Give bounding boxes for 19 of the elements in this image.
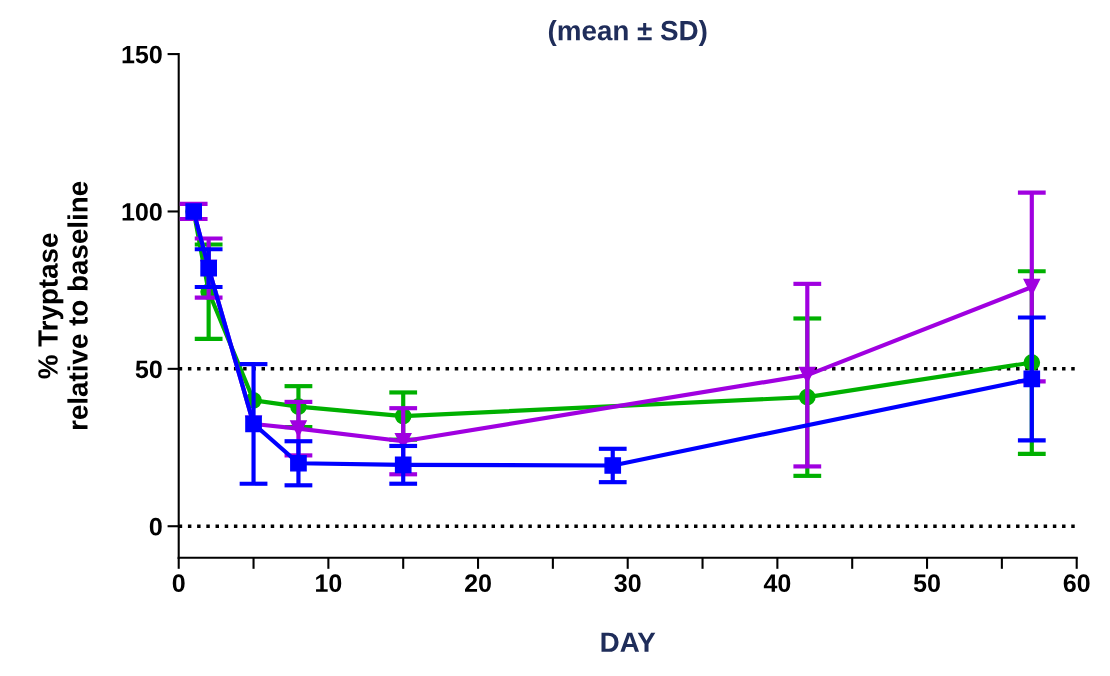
point bbox=[604, 457, 622, 474]
x-tick-label: 40 bbox=[763, 574, 791, 593]
x-tick-label: 20 bbox=[465, 574, 491, 593]
x-tick-label: 0 bbox=[172, 574, 185, 593]
y-tick-label: 50 bbox=[135, 360, 162, 379]
x-tick-label: 30 bbox=[614, 574, 641, 593]
point bbox=[394, 456, 412, 474]
x-tick-label: 50 bbox=[913, 574, 940, 593]
point bbox=[1023, 370, 1041, 388]
x-tick-label: 60 bbox=[1063, 574, 1090, 593]
y-tick-label: 150 bbox=[122, 45, 162, 64]
y-tick-label: 100 bbox=[122, 203, 162, 221]
point bbox=[290, 454, 307, 472]
chart-title: (mean ± SD) bbox=[548, 20, 707, 46]
x-axis-title: DAY bbox=[601, 632, 656, 652]
y-tick-label: 0 bbox=[149, 517, 162, 536]
x-tick-label: 10 bbox=[316, 574, 342, 593]
point bbox=[290, 420, 307, 437]
y-axis-title: % Tryptase relative to baseline bbox=[38, 181, 88, 430]
